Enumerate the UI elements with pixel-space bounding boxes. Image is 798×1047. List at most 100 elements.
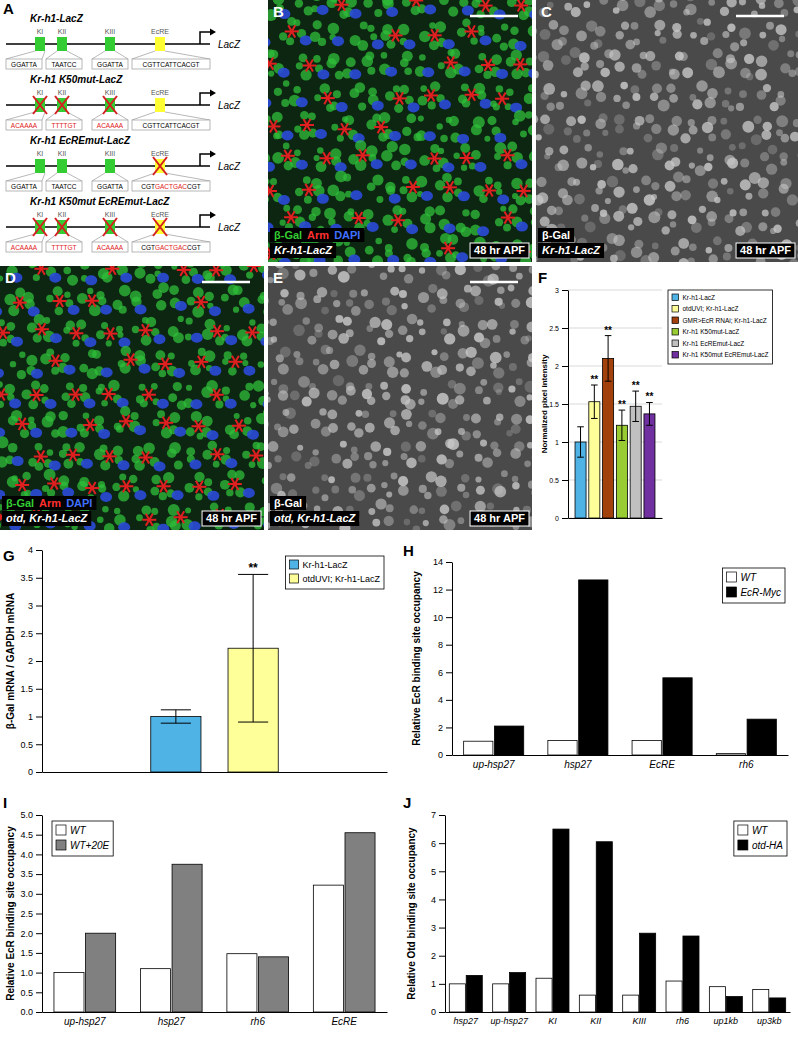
- texture-blob: [29, 266, 39, 267]
- texture-blob: [633, 186, 640, 193]
- texture-junction: [217, 448, 220, 454]
- texture-junction: [307, 119, 310, 125]
- texture-nucleus: [497, 195, 509, 205]
- site-label: KII: [58, 211, 67, 218]
- texture-blob: [724, 155, 735, 166]
- texture-blob: [159, 370, 167, 378]
- texture-blob: [670, 0, 677, 7]
- texture-blob: [607, 176, 619, 188]
- texture-blob: [458, 325, 470, 337]
- texture-blob: [283, 143, 290, 150]
- texture-nucleus: [191, 333, 203, 343]
- texture-blob: [556, 102, 564, 110]
- texture-junction: [235, 478, 238, 484]
- texture-blob: [615, 125, 624, 134]
- texture-nucleus: [260, 337, 264, 347]
- texture-blob: [387, 266, 394, 273]
- texture-blob: [722, 31, 729, 38]
- texture-nucleus: [336, 102, 348, 112]
- site-label: KII: [58, 150, 67, 157]
- texture-blob: [454, 178, 462, 186]
- texture-blob: [559, 25, 569, 35]
- texture-blob: [669, 69, 680, 80]
- texture-blob: [483, 71, 491, 79]
- texture-blob: [46, 295, 53, 302]
- texture-blob: [766, 22, 774, 30]
- texture-blob: [700, 37, 708, 45]
- texture-junction: [41, 266, 44, 269]
- texture-blob: [740, 179, 751, 190]
- texture-blob: [440, 135, 448, 143]
- texture-nucleus: [135, 305, 147, 315]
- image-texture: [0, 266, 264, 530]
- texture-junction: [471, 25, 474, 31]
- texture-blob: [132, 326, 139, 333]
- sequence: CGTTCATTCACGT: [143, 122, 200, 129]
- texture-blob: [186, 427, 195, 436]
- texture-blob: [796, 219, 798, 227]
- texture-blob: [274, 88, 282, 96]
- construct-name: Kr-h1 EcREmut-LacZ: [30, 135, 131, 146]
- mutation-cross: [55, 96, 69, 114]
- label-backdrop: [538, 243, 604, 258]
- site-label: KI: [37, 150, 44, 157]
- texture-blob: [361, 289, 368, 296]
- binding-site: [155, 98, 165, 112]
- texture-blob: [360, 21, 368, 29]
- texture-junction: [359, 212, 362, 218]
- texture-blob: [758, 177, 769, 188]
- texture-blob: [635, 116, 645, 126]
- texture-blob: [585, 221, 596, 232]
- texture-blob: [202, 416, 213, 427]
- mutation-cross: [103, 218, 117, 236]
- texture-nucleus: [175, 301, 187, 311]
- texture-blob: [337, 135, 344, 142]
- texture-blob: [590, 164, 596, 170]
- texture-blob: [399, 266, 406, 272]
- texture-blob: [762, 209, 769, 216]
- binding-site: [105, 159, 115, 173]
- texture-blob: [600, 210, 607, 217]
- texture-junction: [532, 95, 533, 97]
- texture-blob: [385, 330, 393, 338]
- site-label: EcRE: [151, 89, 169, 96]
- texture-blob: [0, 456, 8, 467]
- texture-blob: [474, 83, 486, 95]
- texture-blob: [774, 0, 784, 8]
- texture-blob: [549, 20, 559, 30]
- sequence: ACAAAA: [97, 122, 124, 129]
- texture-blob: [581, 81, 591, 91]
- texture-blob: [458, 95, 467, 104]
- texture-blob: [237, 329, 248, 340]
- texture-blob: [721, 178, 728, 185]
- texture-blob: [307, 336, 316, 345]
- texture-blob: [414, 133, 422, 141]
- site-label: KI: [37, 28, 44, 35]
- texture-blob: [367, 67, 375, 75]
- texture-blob: [612, 159, 624, 171]
- texture-blob: [278, 299, 285, 306]
- texture-nucleus: [45, 399, 57, 409]
- texture-nucleus: [31, 369, 43, 379]
- texture-blob: [655, 30, 661, 36]
- site-label: EcRE: [151, 211, 169, 218]
- texture-blob: [195, 493, 202, 500]
- texture-blob: [258, 361, 264, 368]
- texture-blob: [739, 142, 746, 149]
- texture-blob: [186, 385, 192, 391]
- sequence: CGTGACTGACCGT: [141, 183, 201, 190]
- texture-blob: [744, 54, 754, 64]
- texture-junction: [199, 420, 202, 426]
- texture-blob: [727, 24, 735, 32]
- texture-blob: [53, 286, 63, 296]
- mutation-cross: [103, 96, 117, 114]
- texture-blob: [514, 110, 526, 122]
- texture-nucleus: [81, 459, 93, 469]
- texture-blob: [116, 326, 123, 333]
- texture-blob: [304, 6, 313, 15]
- texture-blob: [645, 114, 654, 123]
- texture-blob: [335, 315, 343, 323]
- connector: [115, 173, 128, 181]
- texture-blob: [186, 317, 193, 324]
- texture-blob: [134, 268, 145, 279]
